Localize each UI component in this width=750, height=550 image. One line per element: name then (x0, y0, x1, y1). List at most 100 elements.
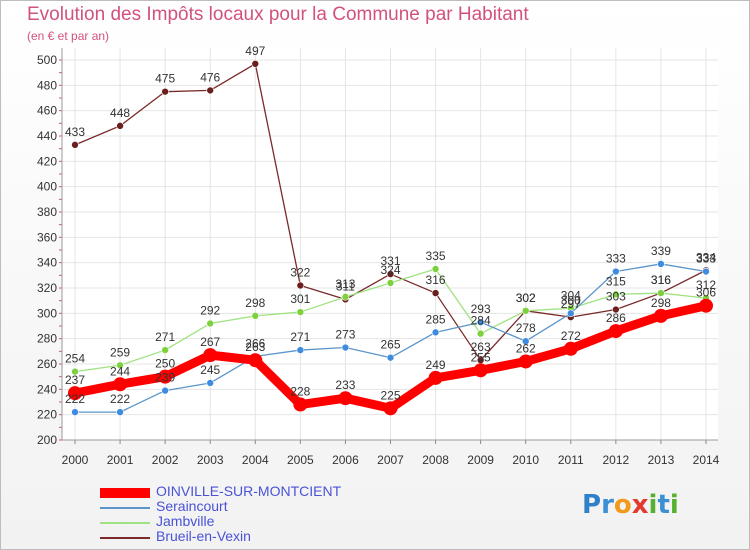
y-tick-label: 440 (37, 129, 57, 143)
data-point-oinville-sur-montcient (518, 354, 533, 369)
y-tick-label: 260 (37, 357, 57, 371)
data-label-brueil-en-vexin: 476 (200, 70, 220, 84)
data-label-brueil-en-vexin: 497 (245, 44, 265, 58)
brand-letter: o (613, 490, 632, 520)
data-point-oinville-sur-montcient (383, 401, 398, 416)
data-label-jambville: 301 (290, 292, 310, 306)
x-tick-label: 2010 (512, 453, 539, 467)
data-label-seraincourt: 266 (245, 336, 265, 350)
legend-swatch (100, 488, 150, 498)
chart-subtitle: (en € et par an) (27, 29, 110, 43)
y-tick-label: 200 (37, 433, 57, 447)
data-point-jambville (476, 329, 485, 338)
data-point-brueil-en-vexin (161, 87, 169, 96)
data-point-brueil-en-vexin (386, 270, 395, 278)
data-point-oinville-sur-montcient (158, 369, 173, 384)
data-label-seraincourt: 222 (65, 392, 85, 406)
data-point-jambville (612, 290, 620, 299)
legend-swatch (100, 507, 150, 509)
data-label-brueil-en-vexin: 331 (380, 254, 400, 268)
data-point-oinville-sur-montcient (608, 324, 623, 339)
x-tick-label: 2000 (62, 453, 89, 467)
data-point-oinville-sur-montcient (203, 348, 218, 363)
data-point-oinville-sur-montcient (428, 370, 443, 385)
x-tick-label: 2006 (332, 453, 359, 467)
brand-letter: P (582, 490, 602, 520)
data-point-jambville (431, 265, 440, 273)
data-point-brueil-en-vexin (612, 305, 620, 314)
brand-letter: t (657, 490, 670, 520)
data-point-oinville-sur-montcient (563, 341, 578, 356)
x-tick-label: 2013 (648, 453, 675, 467)
data-label-brueil-en-vexin: 433 (65, 125, 85, 139)
data-point-oinville-sur-montcient (113, 377, 128, 392)
data-point-oinville-sur-montcient (293, 397, 308, 412)
brand-letter: x (631, 490, 649, 520)
data-label-jambville: 292 (200, 303, 220, 317)
data-label-brueil-en-vexin: 303 (606, 290, 626, 304)
data-label-brueil-en-vexin: 334 (696, 250, 716, 264)
data-point-jambville (116, 361, 124, 370)
data-point-jambville (341, 293, 350, 301)
data-point-seraincourt (521, 337, 530, 346)
data-label-brueil-en-vexin: 311 (336, 279, 355, 293)
chart-title: Evolution des Impôts locaux pour la Comm… (27, 4, 529, 25)
x-tick-label: 2008 (422, 453, 449, 467)
x-tick-label: 2014 (693, 453, 720, 467)
x-tick-label: 2002 (152, 453, 179, 467)
x-tick-label: 2001 (107, 453, 134, 467)
data-point-seraincourt (566, 309, 575, 318)
data-point-seraincourt (341, 343, 350, 352)
data-label-oinville-sur-montcient: 228 (290, 385, 310, 399)
axis-layer: 200 220 240 260 280 300 320 340 360 380 400 420 440 4… (37, 48, 720, 467)
data-label-jambville: 284 (471, 314, 491, 328)
data-label-oinville-sur-montcient: 250 (155, 357, 175, 371)
data-point-brueil-en-vexin (431, 289, 440, 297)
data-point-seraincourt (206, 379, 215, 387)
data-label-jambville: 324 (380, 263, 400, 277)
legend-label: Seraincourt (156, 498, 228, 514)
data-label-oinville-sur-montcient: 298 (651, 296, 671, 310)
data-label-oinville-sur-montcient: 244 (110, 364, 130, 378)
x-tick-label: 2011 (558, 453, 584, 467)
x-tick-label: 2004 (242, 453, 269, 467)
data-label-seraincourt: 265 (380, 338, 400, 352)
legend-label: OINVILLE-SUR-MONTCIENT (156, 483, 342, 499)
legend-label: Brueil-en-Vexin (156, 528, 251, 544)
data-label-seraincourt: 285 (426, 312, 446, 326)
data-label-brueil-en-vexin: 302 (516, 291, 536, 305)
data-point-brueil-en-vexin (71, 141, 79, 149)
data-label-seraincourt: 273 (335, 328, 355, 342)
data-label-oinville-sur-montcient: 263 (245, 340, 265, 354)
data-label-oinville-sur-montcient: 255 (471, 350, 491, 364)
data-label-jambville: 298 (245, 296, 265, 310)
data-point-jambville (521, 306, 530, 315)
data-point-seraincourt (116, 408, 124, 416)
data-label-jambville: 312 (696, 278, 716, 292)
data-point-seraincourt (71, 408, 79, 416)
data-label-jambville: 313 (335, 277, 355, 291)
data-point-oinville-sur-montcient (653, 308, 668, 323)
y-tick-label: 340 (37, 256, 57, 270)
x-tick-label: 2012 (603, 453, 630, 467)
data-label-jambville: 315 (606, 274, 626, 288)
data-label-brueil-en-vexin: 263 (471, 340, 491, 354)
data-point-jambville (71, 367, 79, 376)
data-label-oinville-sur-montcient: 267 (200, 335, 220, 349)
data-label-seraincourt: 339 (651, 244, 671, 258)
data-label-oinville-sur-montcient: 249 (426, 358, 446, 372)
data-label-seraincourt: 300 (561, 293, 581, 307)
data-label-oinville-sur-montcient: 237 (65, 373, 85, 387)
data-label-jambville: 304 (561, 288, 581, 302)
y-tick-label: 480 (37, 78, 57, 92)
data-point-seraincourt (476, 318, 485, 327)
data-point-jambville (161, 346, 169, 354)
series-layer (68, 59, 713, 416)
data-point-brueil-en-vexin (296, 281, 305, 290)
data-label-jambville: 302 (516, 291, 536, 305)
x-tick-label: 2009 (467, 453, 494, 467)
proxiti-logo: Proxiti (582, 490, 679, 520)
data-point-jambville (657, 289, 665, 297)
data-label-brueil-en-vexin: 316 (651, 273, 671, 287)
